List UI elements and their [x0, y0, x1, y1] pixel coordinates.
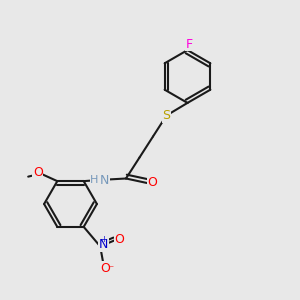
Text: F: F — [185, 38, 193, 51]
Text: O: O — [33, 166, 43, 178]
Text: O: O — [115, 233, 124, 246]
Text: O: O — [148, 176, 157, 190]
Text: N: N — [99, 238, 109, 251]
Text: +: + — [100, 235, 107, 244]
Text: N: N — [100, 173, 109, 187]
Text: S: S — [163, 109, 170, 122]
Text: O: O — [100, 262, 110, 275]
Text: ⁻: ⁻ — [108, 264, 113, 274]
Text: H: H — [90, 175, 99, 185]
